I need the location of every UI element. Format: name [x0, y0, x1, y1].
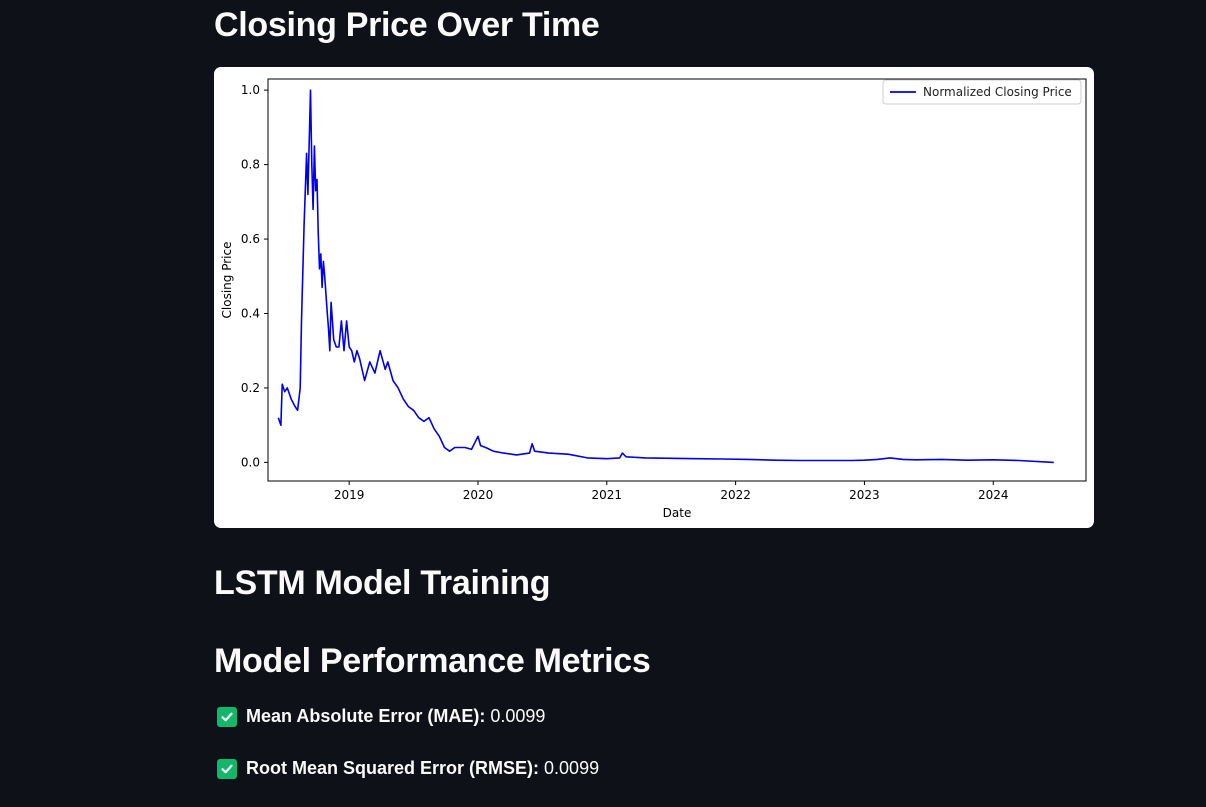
- rmse-metric: Root Mean Squared Error (RMSE): 0.0099: [217, 758, 599, 779]
- closing-price-title: Closing Price Over Time: [214, 6, 600, 44]
- y-tick-label: 0.2: [241, 381, 260, 395]
- rmse-label: Root Mean Squared Error (RMSE):: [246, 758, 540, 778]
- closing-price-line: [277, 89, 1054, 464]
- y-tick-label: 0.8: [241, 158, 260, 172]
- lstm-training-title: LSTM Model Training: [214, 564, 551, 602]
- x-tick-label: 2019: [334, 488, 365, 502]
- metrics-title: Model Performance Metrics: [214, 642, 651, 680]
- x-tick-label: 2021: [592, 488, 623, 502]
- y-tick-label: 0.6: [241, 232, 260, 246]
- mae-value: 0.0099: [490, 706, 546, 726]
- x-tick-label: 2022: [720, 488, 751, 502]
- y-axis: 0.0 0.2 0.4 0.6 0.8 1.0: [241, 83, 268, 469]
- mae-metric: Mean Absolute Error (MAE): 0.0099: [217, 706, 545, 727]
- closing-price-chart: 0.0 0.2 0.4 0.6 0.8 1.0 2019 2020 2021 2022 2023 2…: [214, 67, 1094, 528]
- plot-frame: [267, 78, 1087, 482]
- y-tick-label: 1.0: [241, 83, 260, 97]
- x-tick-label: 2023: [849, 488, 880, 502]
- check-icon: [217, 758, 237, 779]
- y-tick-label: 0.4: [241, 307, 260, 321]
- legend-box: [882, 79, 1082, 105]
- check-icon: [217, 706, 237, 727]
- legend: Normalized Closing Price: [882, 79, 1082, 105]
- mae-label: Mean Absolute Error (MAE):: [246, 706, 486, 726]
- x-axis-label: Date: [663, 506, 692, 520]
- x-axis: 2019 2020 2021 2022 2023 2024: [334, 481, 1009, 502]
- legend-entry: Normalized Closing Price: [923, 85, 1072, 99]
- rmse-value: 0.0099: [544, 758, 600, 778]
- y-tick-label: 0.0: [241, 455, 260, 469]
- x-tick-label: 2020: [463, 488, 494, 502]
- y-axis-label: Closing Price: [220, 242, 234, 319]
- x-tick-label: 2024: [978, 488, 1009, 502]
- chart-svg: 0.00.20.40.60.81.0 2019 2020 2021 2022 2023 2…: [220, 78, 1087, 520]
